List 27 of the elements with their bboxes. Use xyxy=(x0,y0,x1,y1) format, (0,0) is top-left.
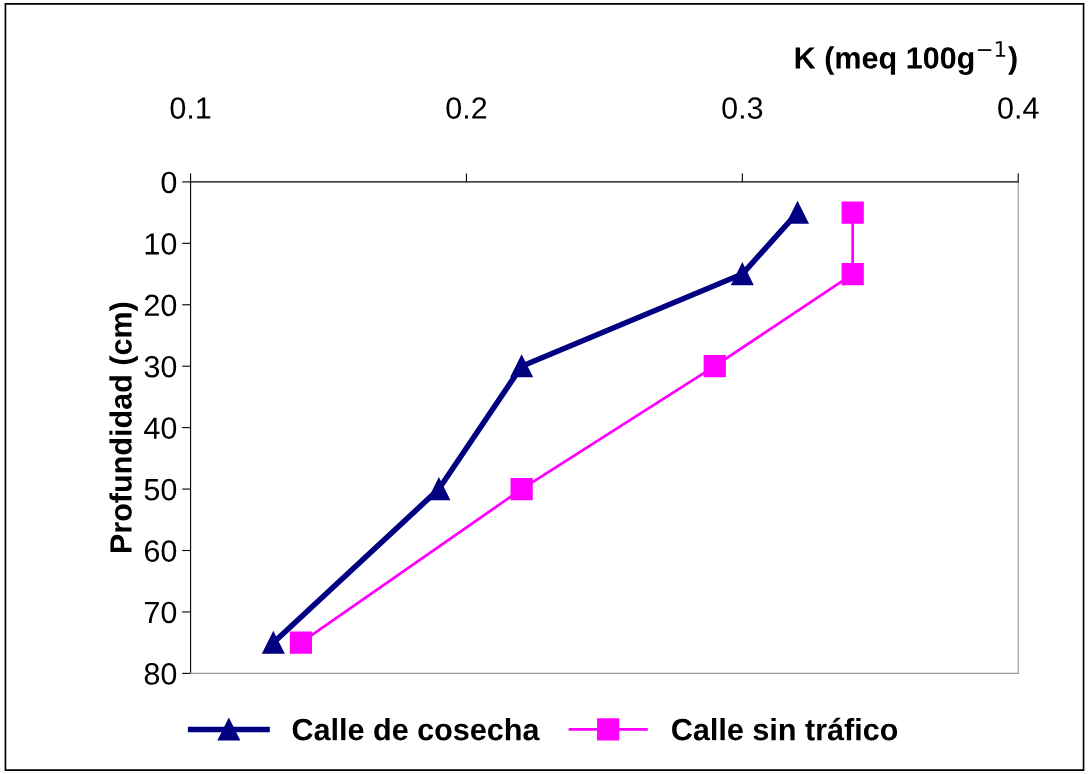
y-tick-label: 40 xyxy=(144,417,177,440)
y-tick-label: 30 xyxy=(144,355,177,378)
point xyxy=(262,631,285,654)
y-tick-label: 10 xyxy=(145,233,177,255)
point xyxy=(703,355,726,378)
y-tick-label: 60 xyxy=(144,540,177,562)
y-tick-label: 80 xyxy=(144,663,177,685)
legend-label: Calle sin tráfico xyxy=(672,717,898,741)
point xyxy=(427,477,450,501)
x-tick-label: 0.4 xyxy=(998,97,1039,119)
point xyxy=(510,477,533,501)
y-tick-label: 20 xyxy=(144,294,177,317)
point xyxy=(841,201,864,224)
y-axis-title: Profundidad (cm) xyxy=(109,302,138,553)
x-tick-label: 0.2 xyxy=(446,97,487,119)
y-tick-label: 70 xyxy=(144,601,177,624)
legend-label: Calle de cosecha xyxy=(292,718,540,741)
y-tick-label: 50 xyxy=(144,478,177,501)
point xyxy=(731,262,754,286)
point xyxy=(510,355,533,378)
point xyxy=(289,631,313,654)
y-tick-label: 0 xyxy=(161,171,177,194)
x-axis-title: K (meq 100g$^{−1}$) xyxy=(795,41,1017,75)
x-tick-label: 0.3 xyxy=(722,97,763,119)
point xyxy=(786,201,809,224)
point xyxy=(841,262,864,286)
x-tick-label: 0.1 xyxy=(170,97,211,119)
